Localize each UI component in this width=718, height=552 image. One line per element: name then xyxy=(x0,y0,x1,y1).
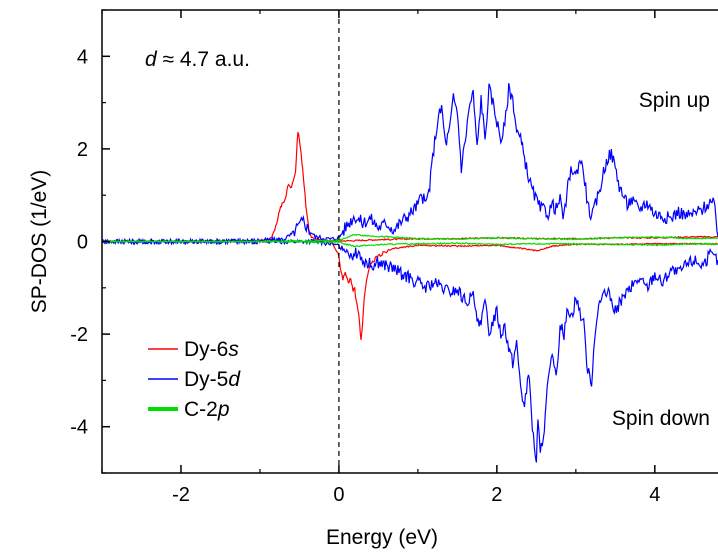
legend-label: Dy-6s xyxy=(184,338,239,361)
x-tick-label: 0 xyxy=(333,484,344,506)
spin-up-label: Spin up xyxy=(639,89,710,112)
x-axis-label: Energy (eV) xyxy=(326,526,438,549)
x-tick-label: 2 xyxy=(491,484,502,506)
legend: Dy-6s Dy-5d C-2p xyxy=(148,338,241,421)
x-tick-label: 4 xyxy=(649,484,660,506)
series-layer xyxy=(102,82,718,463)
y-tick-label: 2 xyxy=(77,139,88,161)
series-dy-5d-down xyxy=(102,237,718,463)
y-tick-label: -4 xyxy=(70,417,88,439)
legend-label: Dy-5d xyxy=(184,368,241,391)
distance-annotation: d ≈ 4.7 a.u. xyxy=(145,48,250,71)
legend-label: C-2p xyxy=(184,398,230,421)
y-tick-label: 0 xyxy=(77,232,88,254)
series-dy-5d-up xyxy=(102,82,718,246)
spin-down-label: Spin down xyxy=(612,407,710,430)
ticks-layer: -2 0 2 4 -4 -2 0 2 4 xyxy=(70,9,660,506)
distance-value: ≈ 4.7 a.u. xyxy=(157,48,250,71)
y-tick-label: -2 xyxy=(70,324,88,346)
y-axis-label: SP-DOS (1/eV) xyxy=(28,170,51,314)
distance-symbol: d xyxy=(145,48,158,71)
series-dy-6s-up xyxy=(102,132,718,244)
y-tick-label: 4 xyxy=(77,46,88,68)
x-tick-label: -2 xyxy=(172,484,190,506)
series-c-2p-down xyxy=(102,240,718,248)
